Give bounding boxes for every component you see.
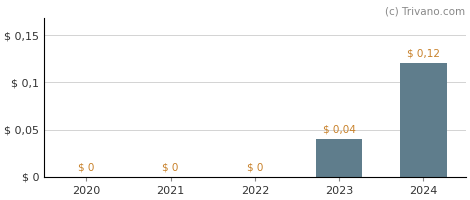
- Text: $ 0,04: $ 0,04: [323, 124, 356, 134]
- Text: $ 0: $ 0: [163, 162, 179, 172]
- Text: $ 0: $ 0: [247, 162, 263, 172]
- Text: (c) Trivano.com: (c) Trivano.com: [385, 6, 465, 16]
- Bar: [400, 63, 446, 177]
- Text: $ 0: $ 0: [78, 162, 94, 172]
- Bar: [316, 139, 362, 177]
- Text: $ 0,12: $ 0,12: [407, 49, 440, 59]
